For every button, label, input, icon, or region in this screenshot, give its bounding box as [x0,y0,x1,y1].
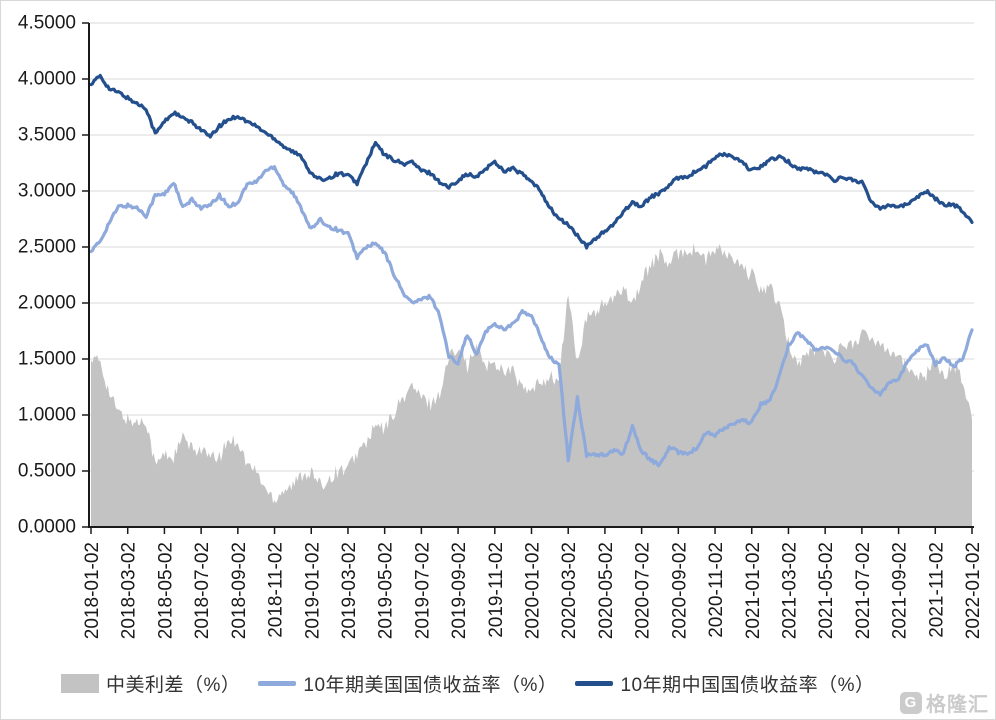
line-swatch-cn-icon [575,680,614,686]
y-tick-label: 3.0000 [18,181,76,202]
y-tick-label: 2.5000 [18,237,76,258]
x-tick-label: 2018-07-02 [192,542,213,639]
area-swatch-icon [61,673,99,693]
y-tick-label: 4.0000 [18,69,76,90]
x-tick-label: 2020-11-02 [706,542,727,638]
gelonghui-logo-icon: G [900,691,922,714]
spread-area [91,242,972,527]
y-tick-label: 0.5000 [18,461,76,482]
x-tick-label: 2020-07-02 [633,542,654,639]
legend-label-us-10y: 10年期美国国债收益率（%） [303,674,558,696]
x-tick-label: 2021-03-02 [780,542,801,639]
x-tick-label: 2019-11-02 [486,542,507,638]
x-tick-label: 2020-05-02 [596,542,617,639]
x-tick-label: 2019-05-02 [376,542,397,639]
watermark: G 格隆汇 [900,688,989,717]
x-tick-label: 2018-11-02 [266,542,287,638]
y-tick-label: 4.5000 [18,13,76,34]
x-tick-label: 2021-09-02 [890,542,911,639]
x-tick-label: 2021-05-02 [816,542,837,639]
chart-legend: 中美利差（%） 10年期美国国债收益率（%） 10年期中国国债收益率（%） [61,669,874,697]
y-tick-label: 1.0000 [18,405,76,426]
x-tick-label: 2021-11-02 [926,542,947,638]
x-tick-label: 2019-07-02 [412,542,433,639]
y-tick-label: 3.5000 [18,125,76,146]
x-tick-label: 2020-01-02 [523,542,544,639]
x-tick-label: 2021-07-02 [853,542,874,639]
x-tick-label: 2019-01-02 [302,542,323,639]
x-tick-label: 2018-01-02 [82,542,103,639]
us-10y-line [89,165,974,468]
x-tick-label: 2020-03-02 [559,542,580,639]
line-swatch-us-icon [258,680,297,686]
cn-10y-line [89,73,974,250]
legend-label-cn-10y: 10年期中国国债收益率（%） [620,674,875,696]
legend-item-cn-10y: 10年期中国国债收益率（%） [575,670,874,697]
x-tick-label: 2019-09-02 [449,542,470,639]
legend-item-spread: 中美利差（%） [61,670,240,697]
y-tick-label: 0.0000 [18,517,76,538]
x-tick-label: 2020-09-02 [669,542,690,639]
y-tick-label: 2.0000 [18,293,76,314]
x-tick-label: 2019-03-02 [339,542,360,639]
x-tick-label: 2022-01-02 [963,542,984,639]
watermark-text: 格隆汇 [926,694,989,716]
y-tick-label: 1.5000 [18,349,76,370]
legend-item-us-10y: 10年期美国国债收益率（%） [258,670,557,697]
legend-label-spread: 中美利差（%） [106,674,241,696]
x-tick-label: 2018-09-02 [229,542,250,639]
x-tick-label: 2021-01-02 [743,542,764,639]
x-tick-label: 2018-03-02 [119,542,140,639]
x-tick-label: 2018-05-02 [155,542,176,639]
